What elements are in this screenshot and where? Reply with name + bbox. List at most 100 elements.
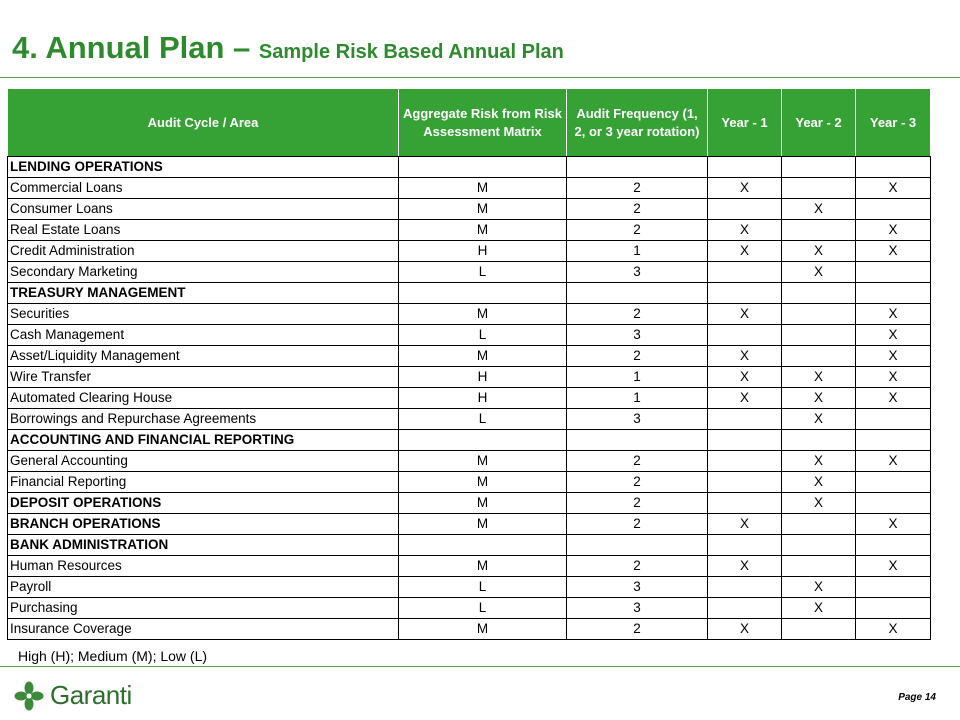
cell-year-2 xyxy=(781,345,856,367)
cell-frequency: 2 xyxy=(566,513,708,535)
cell-year-1 xyxy=(707,492,782,514)
cell-risk xyxy=(398,156,567,178)
table-row: Financial Reporting M 2 X xyxy=(7,471,931,493)
cell-area: DEPOSIT OPERATIONS xyxy=(7,492,399,514)
cell-year-1 xyxy=(707,534,782,556)
cell-year-1: X xyxy=(707,555,782,577)
page-number: Page 14 xyxy=(898,692,936,703)
cell-year-3 xyxy=(855,492,931,514)
table-header-row: Audit Cycle / Area Aggregate Risk from R… xyxy=(7,88,931,157)
table-section-row: BRANCH OPERATIONS M 2 X X xyxy=(7,513,931,535)
header-year-1: Year - 1 xyxy=(707,88,782,157)
cell-year-3: X xyxy=(855,366,931,388)
cell-risk: M xyxy=(398,555,567,577)
cell-risk: H xyxy=(398,240,567,262)
cell-year-1 xyxy=(707,156,782,178)
cell-area: Financial Reporting xyxy=(7,471,399,493)
table-section-row: ACCOUNTING AND FINANCIAL REPORTING xyxy=(7,429,931,451)
cell-frequency xyxy=(566,156,708,178)
cell-risk: M xyxy=(398,177,567,199)
cell-frequency: 2 xyxy=(566,219,708,241)
cell-year-2 xyxy=(781,324,856,346)
cell-year-3 xyxy=(855,429,931,451)
cell-year-2: X xyxy=(781,387,856,409)
cell-year-3: X xyxy=(855,555,931,577)
cell-area: Securities xyxy=(7,303,399,325)
cell-risk: L xyxy=(398,261,567,283)
cell-year-2: X xyxy=(781,597,856,619)
header-year-2: Year - 2 xyxy=(781,88,856,157)
cell-year-2 xyxy=(781,429,856,451)
cell-risk: M xyxy=(398,198,567,220)
cell-year-3: X xyxy=(855,324,931,346)
cell-year-2: X xyxy=(781,240,856,262)
cell-frequency xyxy=(566,429,708,451)
cell-area: Cash Management xyxy=(7,324,399,346)
cell-year-1: X xyxy=(707,177,782,199)
cell-year-2: X xyxy=(781,408,856,430)
cell-area: General Accounting xyxy=(7,450,399,472)
table-row: Automated Clearing House H 1 X X X xyxy=(7,387,931,409)
cell-area: Payroll xyxy=(7,576,399,598)
cell-year-1: X xyxy=(707,387,782,409)
cell-year-1 xyxy=(707,450,782,472)
cell-year-2: X xyxy=(781,576,856,598)
table-section-row: BANK ADMINISTRATION xyxy=(7,534,931,556)
cell-risk: H xyxy=(398,366,567,388)
table-section-row: DEPOSIT OPERATIONS M 2 X xyxy=(7,492,931,514)
cell-frequency: 2 xyxy=(566,492,708,514)
cell-frequency: 2 xyxy=(566,471,708,493)
cell-risk: M xyxy=(398,471,567,493)
cell-frequency: 2 xyxy=(566,618,708,640)
cell-year-3 xyxy=(855,156,931,178)
cell-year-3: X xyxy=(855,240,931,262)
table-row: Payroll L 3 X xyxy=(7,576,931,598)
table-row: Securities M 2 X X xyxy=(7,303,931,325)
cell-year-1 xyxy=(707,429,782,451)
cell-year-3 xyxy=(855,534,931,556)
title-main: 4. Annual Plan – xyxy=(12,30,259,65)
cell-year-2: X xyxy=(781,198,856,220)
page-title: 4. Annual Plan – Sample Risk Based Annua… xyxy=(12,30,564,66)
cell-area: Asset/Liquidity Management xyxy=(7,345,399,367)
cell-year-1: X xyxy=(707,303,782,325)
cell-area: Purchasing xyxy=(7,597,399,619)
table-section-row: LENDING OPERATIONS xyxy=(7,156,931,178)
garanti-clover-icon xyxy=(14,681,44,710)
table-body: LENDING OPERATIONS Commercial Loans M 2 X X Co… xyxy=(7,156,931,640)
header-aggregate-risk: Aggregate Risk from Risk Assessment Matr… xyxy=(398,88,567,157)
cell-year-2 xyxy=(781,303,856,325)
cell-frequency: 2 xyxy=(566,177,708,199)
cell-year-1: X xyxy=(707,219,782,241)
cell-year-1: X xyxy=(707,240,782,262)
cell-year-3 xyxy=(855,282,931,304)
cell-frequency: 3 xyxy=(566,408,708,430)
cell-risk xyxy=(398,534,567,556)
cell-area: TREASURY MANAGEMENT xyxy=(7,282,399,304)
cell-frequency xyxy=(566,282,708,304)
cell-area: Insurance Coverage xyxy=(7,618,399,640)
cell-year-2: X xyxy=(781,450,856,472)
cell-year-3: X xyxy=(855,450,931,472)
table-row: Secondary Marketing L 3 X xyxy=(7,261,931,283)
cell-risk: L xyxy=(398,597,567,619)
cell-risk: M xyxy=(398,303,567,325)
cell-year-3: X xyxy=(855,345,931,367)
cell-year-1 xyxy=(707,282,782,304)
cell-year-3: X xyxy=(855,303,931,325)
cell-frequency: 1 xyxy=(566,240,708,262)
cell-area: Borrowings and Repurchase Agreements xyxy=(7,408,399,430)
cell-area: BRANCH OPERATIONS xyxy=(7,513,399,535)
cell-year-2: X xyxy=(781,492,856,514)
cell-frequency xyxy=(566,534,708,556)
cell-frequency: 3 xyxy=(566,597,708,619)
cell-year-1 xyxy=(707,471,782,493)
cell-risk: L xyxy=(398,324,567,346)
table-row: Wire Transfer H 1 X X X xyxy=(7,366,931,388)
cell-year-3 xyxy=(855,471,931,493)
cell-frequency: 2 xyxy=(566,450,708,472)
cell-frequency: 3 xyxy=(566,576,708,598)
cell-risk: M xyxy=(398,450,567,472)
footer-divider xyxy=(0,666,960,667)
cell-risk: L xyxy=(398,408,567,430)
